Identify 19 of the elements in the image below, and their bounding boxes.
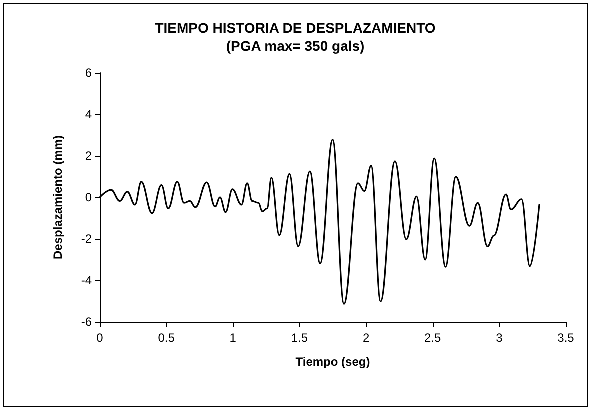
x-tick-label: 0.5 [158,331,176,345]
x-tick-label: 1.5 [291,331,308,345]
y-tick-label: -2 [81,232,92,246]
y-tick-label: 6 [85,66,92,80]
x-tick-label: 1 [230,331,237,345]
y-axis-title: Desplazamiento (mm) [51,135,65,260]
chart-title: TIEMPO HISTORIA DE DESPLAZAMIENTO [155,20,436,36]
x-axis-title: Tiempo (seg) [296,355,370,369]
x-tick-label: 2 [362,331,370,345]
y-tick-label: 2 [85,149,92,163]
y-tick-label: 4 [85,108,92,122]
x-tick-label: 3 [496,331,504,345]
y-tick-label: -6 [81,315,92,329]
chart-subtitle: (PGA max= 350 gals) [226,38,365,54]
x-tick-label: 0 [96,331,104,345]
x-tick-label: 2.5 [424,331,442,345]
y-tick-label: -4 [81,274,92,288]
y-tick-label: 0 [85,190,92,204]
x-tick-label: 3.5 [558,331,575,345]
